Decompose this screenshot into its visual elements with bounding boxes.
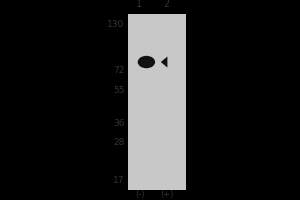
Text: 36: 36 — [113, 119, 124, 128]
Text: 130: 130 — [107, 20, 124, 29]
Text: (+): (+) — [160, 190, 173, 199]
Text: 17: 17 — [113, 176, 124, 185]
Text: 2: 2 — [164, 0, 169, 9]
Bar — [128, 14, 186, 190]
Text: 55: 55 — [113, 86, 124, 95]
Text: 72: 72 — [113, 66, 124, 75]
Text: 28: 28 — [113, 138, 124, 147]
FancyArrow shape — [161, 57, 172, 68]
Text: 1: 1 — [136, 0, 142, 9]
Ellipse shape — [138, 56, 155, 68]
Text: (-): (-) — [135, 190, 144, 199]
